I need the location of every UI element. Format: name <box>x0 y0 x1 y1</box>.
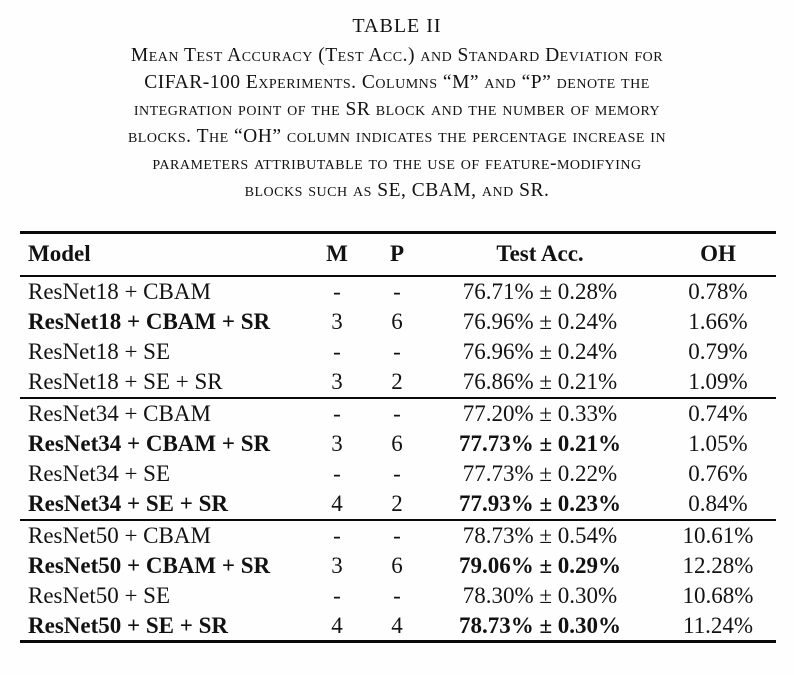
test-acc-cell: 78.30% ± 0.30% <box>462 583 618 609</box>
results-table: Model M P Test Acc. OH ResNet18 + CBAM -… <box>20 231 776 643</box>
m-cell: - <box>333 522 341 548</box>
table-caption: Mean Test Accuracy (Test Acc.) and Stand… <box>0 42 794 204</box>
table-row: ResNet50 + SE - - 78.30% ± 0.30% 10.68% <box>20 581 776 612</box>
m-cell: - <box>333 583 341 609</box>
table-row: ResNet50 + CBAM - - 78.73% ± 0.54% 10.61… <box>20 520 776 551</box>
p-cell: 4 <box>391 613 403 638</box>
oh-cell: 1.09% <box>688 369 748 395</box>
p-cell: - <box>393 278 401 304</box>
table-row: ResNet18 + SE - - 76.96% ± 0.24% 0.79% <box>20 337 776 368</box>
m-cell: 3 <box>331 369 343 395</box>
p-cell: 6 <box>391 552 403 578</box>
test-acc-cell: 76.86% ± 0.21% <box>462 369 618 395</box>
caption-line: CIFAR-100 Experiments. Columns “M” and “… <box>144 72 650 93</box>
table-row: ResNet18 + SE + SR 3 2 76.86% ± 0.21% 1.… <box>20 367 776 398</box>
m-cell: 3 <box>331 552 343 578</box>
table-row: ResNet18 + CBAM - - 76.71% ± 0.28% 0.78% <box>20 276 776 307</box>
m-cell: - <box>333 278 341 304</box>
p-cell: - <box>393 339 401 365</box>
m-cell: - <box>333 461 341 487</box>
p-cell: 2 <box>391 369 403 395</box>
table-group-resnet34: ResNet34 + CBAM - - 77.20% ± 0.33% 0.74%… <box>20 397 776 520</box>
model-cell: ResNet34 + CBAM <box>28 400 211 426</box>
col-header-oh: OH <box>660 232 776 277</box>
oh-cell: 0.79% <box>688 339 748 365</box>
m-cell: 3 <box>331 430 343 456</box>
oh-cell: 1.05% <box>688 430 748 456</box>
caption-line: Mean Test Accuracy (Test Acc.) and Stand… <box>130 45 664 66</box>
test-acc-cell: 77.93% ± 0.23% <box>458 491 622 517</box>
model-cell: ResNet18 + CBAM + SR <box>28 308 271 334</box>
oh-cell: 0.78% <box>688 278 748 304</box>
model-cell: ResNet34 + SE <box>28 461 171 487</box>
oh-cell: 0.74% <box>688 400 748 426</box>
p-cell: - <box>393 522 401 548</box>
model-cell: ResNet50 + SE <box>28 583 171 609</box>
oh-cell: 10.68% <box>682 583 754 609</box>
table-group-resnet50: ResNet50 + CBAM - - 78.73% ± 0.54% 10.61… <box>20 519 776 642</box>
caption-line: integration point of the SR block and th… <box>133 99 661 120</box>
col-header-p: P <box>374 232 420 277</box>
m-cell: - <box>333 400 341 426</box>
test-acc-cell: 79.06% ± 0.29% <box>458 552 622 578</box>
m-cell: - <box>333 339 341 365</box>
table-row: ResNet34 + SE - - 77.73% ± 0.22% 0.76% <box>20 459 776 490</box>
test-acc-cell: 76.71% ± 0.28% <box>462 278 618 304</box>
table-caption-label: TABLE II <box>352 15 442 37</box>
test-acc-cell: 76.96% ± 0.24% <box>462 339 618 365</box>
oh-cell: 1.66% <box>688 308 748 334</box>
p-cell: 6 <box>391 308 403 334</box>
m-cell: 4 <box>331 613 343 638</box>
p-cell: - <box>393 583 401 609</box>
col-header-test-acc: Test Acc. <box>420 232 660 277</box>
table-group-resnet18: ResNet18 + CBAM - - 76.71% ± 0.28% 0.78%… <box>20 276 776 398</box>
oh-cell: 11.24% <box>682 613 754 638</box>
p-cell: - <box>393 400 401 426</box>
table-row: ResNet50 + CBAM + SR 3 6 79.06% ± 0.29% … <box>20 550 776 581</box>
model-cell: ResNet18 + SE + SR <box>28 369 223 395</box>
caption-line: blocks such as SE, CBAM, and SR. <box>244 180 550 201</box>
test-acc-cell: 78.73% ± 0.54% <box>462 522 618 548</box>
col-header-model: Model <box>20 232 300 277</box>
table-row: ResNet50 + SE + SR 4 4 78.73% ± 0.30% 11… <box>20 611 776 642</box>
test-acc-cell: 77.20% ± 0.33% <box>462 400 618 426</box>
test-acc-cell: 77.73% ± 0.21% <box>458 430 622 456</box>
col-header-m: M <box>300 232 374 277</box>
header-row: Model M P Test Acc. OH <box>20 232 776 277</box>
model-cell: ResNet50 + CBAM <box>28 522 211 548</box>
model-cell: ResNet18 + CBAM <box>28 278 211 304</box>
caption-line: blocks. The “OH” column indicates the pe… <box>127 126 667 147</box>
oh-cell: 0.84% <box>688 491 748 517</box>
oh-cell: 0.76% <box>688 461 748 487</box>
model-cell: ResNet50 + SE + SR <box>28 613 228 638</box>
table-row: ResNet34 + CBAM - - 77.20% ± 0.33% 0.74% <box>20 398 776 429</box>
oh-cell: 10.61% <box>682 522 754 548</box>
p-cell: 6 <box>391 430 403 456</box>
model-cell: ResNet34 + CBAM + SR <box>28 430 271 456</box>
table-row: ResNet34 + SE + SR 4 2 77.93% ± 0.23% 0.… <box>20 489 776 520</box>
test-acc-cell: 78.73% ± 0.30% <box>458 613 622 638</box>
table-row: ResNet34 + CBAM + SR 3 6 77.73% ± 0.21% … <box>20 428 776 459</box>
test-acc-cell: 77.73% ± 0.22% <box>462 461 618 487</box>
caption-line: parameters attributable to the use of fe… <box>152 153 642 174</box>
test-acc-cell: 76.96% ± 0.24% <box>462 308 618 334</box>
m-cell: 3 <box>331 308 343 334</box>
p-cell: - <box>393 461 401 487</box>
model-cell: ResNet34 + SE + SR <box>28 491 228 517</box>
model-cell: ResNet18 + SE <box>28 339 171 365</box>
p-cell: 2 <box>391 491 403 517</box>
oh-cell: 12.28% <box>682 552 754 578</box>
m-cell: 4 <box>331 491 343 517</box>
table-row: ResNet18 + CBAM + SR 3 6 76.96% ± 0.24% … <box>20 306 776 337</box>
model-cell: ResNet50 + CBAM + SR <box>28 552 271 578</box>
